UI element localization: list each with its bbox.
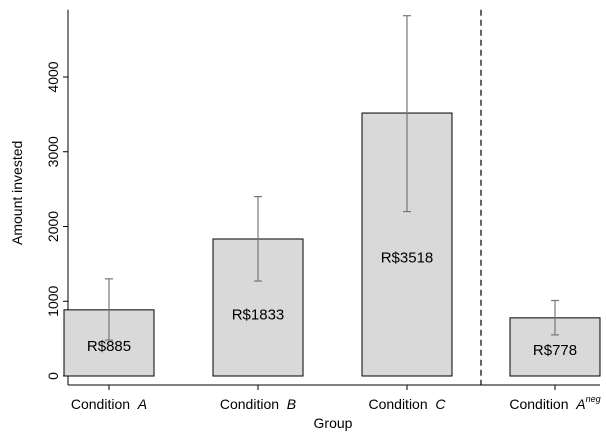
x-axis-title: Group: [314, 415, 353, 431]
data-label: R$885: [87, 338, 131, 355]
data-label: R$1833: [232, 306, 285, 323]
y-tick-label: 0: [45, 372, 61, 380]
x-tick-label: Condition C: [368, 396, 446, 412]
y-tick-label: 3000: [45, 136, 61, 167]
x-tick-label: Condition A: [71, 396, 147, 412]
x-tick-label: Condition B: [220, 396, 296, 412]
y-tick-label: 4000: [45, 61, 61, 92]
data-label: R$778: [533, 342, 577, 359]
y-axis-title: Amount invested: [9, 141, 25, 245]
y-tick-label: 1000: [45, 285, 61, 316]
data-label: R$3518: [381, 250, 434, 267]
x-tick-label: Condition Aneg: [509, 394, 600, 412]
y-tick-label: 2000: [45, 211, 61, 242]
